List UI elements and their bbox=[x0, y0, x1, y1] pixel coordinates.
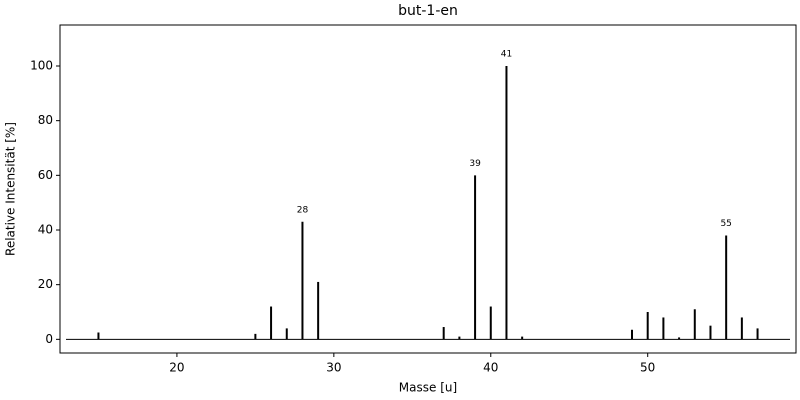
x-tick-label: 20 bbox=[169, 361, 184, 375]
y-tick-label: 20 bbox=[38, 277, 53, 291]
x-tick-label: 50 bbox=[640, 361, 655, 375]
y-tick-label: 0 bbox=[45, 332, 53, 346]
y-tick-label: 60 bbox=[38, 168, 53, 182]
peak-label: 55 bbox=[720, 219, 731, 229]
peak-label: 39 bbox=[469, 159, 481, 169]
x-axis-label: Masse [u] bbox=[399, 381, 457, 395]
x-tick-label: 30 bbox=[326, 361, 341, 375]
x-tick-label: 40 bbox=[483, 361, 498, 375]
plot-frame bbox=[59, 24, 797, 354]
chart-title: but-1-en bbox=[398, 3, 458, 19]
peak-label: 41 bbox=[501, 50, 512, 60]
y-tick-label: 40 bbox=[38, 223, 53, 237]
y-tick-label: 80 bbox=[38, 113, 53, 127]
y-tick-label: 100 bbox=[30, 59, 53, 73]
peak-label: 28 bbox=[297, 205, 309, 215]
y-axis-label: Relative Intensität [%] bbox=[4, 122, 18, 256]
